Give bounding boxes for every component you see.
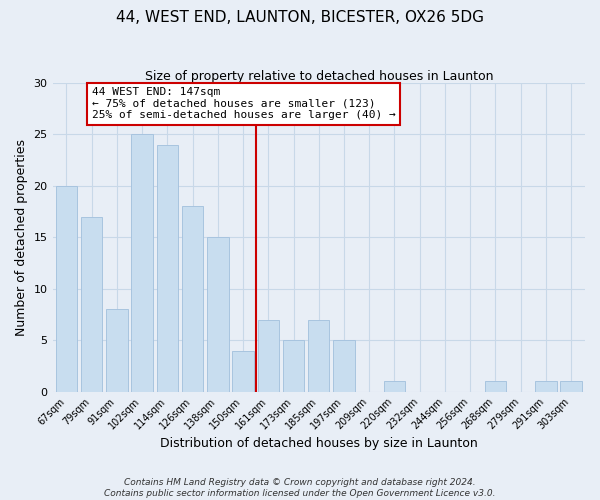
Y-axis label: Number of detached properties: Number of detached properties — [15, 139, 28, 336]
Bar — [182, 206, 203, 392]
Bar — [333, 340, 355, 392]
Bar — [131, 134, 153, 392]
Bar — [485, 382, 506, 392]
Bar — [560, 382, 582, 392]
Bar — [283, 340, 304, 392]
Bar — [535, 382, 557, 392]
Bar — [81, 217, 103, 392]
Bar — [384, 382, 405, 392]
Bar — [106, 310, 128, 392]
X-axis label: Distribution of detached houses by size in Launton: Distribution of detached houses by size … — [160, 437, 478, 450]
Bar — [257, 320, 279, 392]
Bar — [232, 350, 254, 392]
Title: Size of property relative to detached houses in Launton: Size of property relative to detached ho… — [145, 70, 493, 83]
Text: 44, WEST END, LAUNTON, BICESTER, OX26 5DG: 44, WEST END, LAUNTON, BICESTER, OX26 5D… — [116, 10, 484, 25]
Bar — [207, 238, 229, 392]
Bar — [308, 320, 329, 392]
Bar — [157, 144, 178, 392]
Text: 44 WEST END: 147sqm
← 75% of detached houses are smaller (123)
25% of semi-detac: 44 WEST END: 147sqm ← 75% of detached ho… — [92, 87, 395, 120]
Text: Contains HM Land Registry data © Crown copyright and database right 2024.
Contai: Contains HM Land Registry data © Crown c… — [104, 478, 496, 498]
Bar — [56, 186, 77, 392]
